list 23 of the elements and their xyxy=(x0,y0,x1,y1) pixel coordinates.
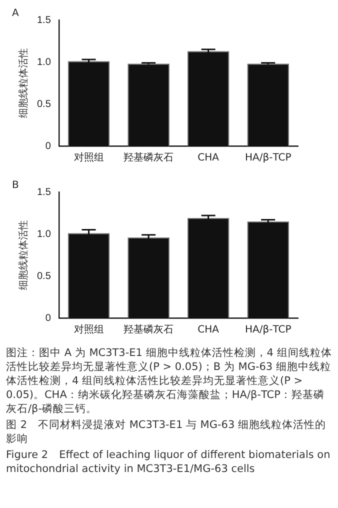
x-tick-label: 羟基磷灰石 xyxy=(124,152,174,164)
x-tick-label: HA/β-TCP xyxy=(244,152,292,164)
chart-title: B xyxy=(12,180,19,191)
x-tick-label: HA/β-TCP xyxy=(244,324,292,336)
chart-title: A xyxy=(12,8,19,19)
text: 图注：图中 A 为 MC3T3-E1 细胞中线粒体活性检测，4 组间线粒体活性比较差异均无显著性意义(P > 0.05)；B 为 MG-63 细胞中线粒体活性检测，4 组间线粒体活性比较差异均无显著性意义(P > 0.05)。CHA：纳米碳化羟基磷灰石海藻酸盐；HA/β-TCP：羟基磷灰石/β-磷酸三钙。 xyxy=(6,346,332,416)
y-axis-title: 细胞线粒体活性 xyxy=(18,220,30,290)
x-tick-label: 羟基磷灰石 xyxy=(124,324,174,336)
x-tick-label: CHA xyxy=(198,324,220,336)
y-tick-label: 1.5 xyxy=(36,14,52,26)
x-tick-label: 对照组 xyxy=(74,324,104,336)
y-tick-label: 0 xyxy=(45,140,52,152)
caption: 图 2 不同材料浸提液对 MC3T3-E1 与 MG-63 细胞线粒体活性的影响 xyxy=(6,418,327,446)
y-tick-label: 0.5 xyxy=(36,270,52,282)
x-tick-label: 对照组 xyxy=(74,152,104,164)
x-tick-label: CHA xyxy=(198,152,220,164)
y-tick-label: 1.0 xyxy=(36,56,52,68)
y-axis-title: 细胞线粒体活性 xyxy=(18,48,30,118)
caption: Figure 2 Effect of leaching liquor of different biomaterials on mitochondrial activity in MC3T3-E1/MG-63 cells xyxy=(6,448,332,476)
y-tick-label: 1.5 xyxy=(36,186,52,198)
y-tick-label: 0.5 xyxy=(36,98,52,110)
y-tick-label: 0 xyxy=(45,312,52,324)
y-tick-label: 1.0 xyxy=(36,228,52,240)
